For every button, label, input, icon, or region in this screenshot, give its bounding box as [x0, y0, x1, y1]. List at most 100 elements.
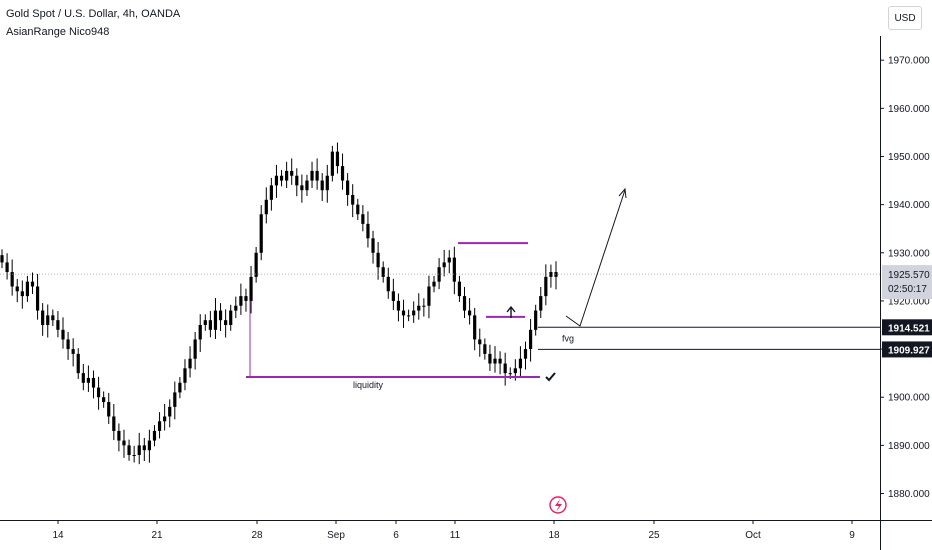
- candle-body: [503, 363, 507, 374]
- candle: [188, 346, 192, 378]
- candle: [0, 249, 4, 269]
- price-tick-label: 1930.000: [888, 248, 930, 259]
- candle: [112, 403, 116, 441]
- price-tick-label: 1950.000: [888, 152, 930, 163]
- price-tick-label: 1920.000: [888, 296, 930, 307]
- candle: [401, 299, 406, 328]
- candle-series: [0, 142, 558, 465]
- candle-body: [432, 281, 436, 287]
- candle-body: [523, 349, 528, 359]
- candle: [300, 174, 304, 203]
- candle: [473, 307, 477, 351]
- candle-body: [381, 267, 385, 277]
- candle-body: [315, 170, 319, 181]
- candle-body: [76, 353, 80, 374]
- candle-body: [178, 382, 182, 393]
- candle-body: [528, 329, 533, 350]
- candle: [168, 399, 172, 428]
- candle-body: [142, 445, 146, 451]
- indicator-name[interactable]: AsianRange Nico948: [6, 26, 110, 38]
- candle-body: [305, 180, 309, 191]
- candle-body: [86, 377, 91, 383]
- candle-body: [513, 368, 517, 374]
- candle: [76, 348, 80, 379]
- price-tick-label: 1890.000: [888, 441, 930, 452]
- candle: [173, 381, 177, 420]
- candle: [290, 158, 294, 185]
- candle-body: [498, 358, 502, 364]
- candle-body: [117, 430, 121, 441]
- candle: [15, 279, 19, 303]
- candle-body: [20, 291, 24, 297]
- candle: [467, 298, 472, 325]
- candle: [407, 309, 411, 322]
- candle: [285, 161, 289, 189]
- candle-body: [137, 445, 141, 455]
- candle-body: [203, 320, 207, 325]
- candle-body: [234, 305, 238, 311]
- price-axis[interactable]: 1880.0001890.0001900.0001910.0001920.000…: [880, 36, 932, 550]
- bar-countdown-label: 02:50:17: [888, 284, 927, 295]
- candle: [503, 352, 507, 386]
- candle: [264, 187, 268, 224]
- candle: [234, 296, 238, 319]
- candle-body: [386, 276, 390, 292]
- candle: [427, 275, 431, 319]
- candle: [442, 249, 446, 277]
- symbol-title: Gold Spot / U.S. Dollar, 4h, OANDA: [6, 8, 181, 20]
- candle: [315, 158, 319, 190]
- candle: [422, 298, 426, 317]
- candle: [417, 293, 421, 320]
- candle: [51, 309, 55, 326]
- candle: [122, 429, 126, 458]
- candle-body: [147, 440, 151, 451]
- candle-body: [264, 199, 268, 215]
- candle-body: [335, 151, 340, 167]
- candle-body: [15, 286, 19, 292]
- candle-body: [157, 421, 162, 431]
- candle-body: [295, 175, 299, 186]
- candle: [137, 432, 141, 465]
- candle-body: [102, 397, 106, 403]
- candle: [534, 304, 538, 336]
- candle-body: [376, 252, 380, 268]
- time-tick-label: 9: [849, 530, 855, 541]
- candle-body: [66, 339, 70, 350]
- candle-body: [447, 257, 451, 263]
- candle: [224, 309, 228, 338]
- time-tick-label: 11: [450, 530, 461, 541]
- time-axis[interactable]: 14 21 28 Sep 6 11 18 25 Oct 9: [0, 520, 932, 541]
- time-tick-label: Sep: [327, 530, 345, 541]
- candle-body: [5, 262, 9, 273]
- candle: [457, 275, 462, 302]
- candle-body: [244, 296, 248, 301]
- candle: [539, 286, 543, 319]
- candle-body: [417, 305, 421, 311]
- candle: [528, 318, 533, 362]
- candle-body: [51, 315, 55, 321]
- candle-body: [300, 185, 304, 191]
- candle-body: [218, 310, 223, 321]
- candle-body: [442, 262, 446, 268]
- candle: [518, 346, 523, 378]
- candle: [30, 272, 35, 294]
- current-price-badge[interactable]: [882, 265, 932, 300]
- candle-body: [91, 377, 96, 388]
- fvg-label: fvg: [562, 333, 574, 343]
- candle-body: [508, 373, 512, 375]
- candle-body: [25, 281, 30, 297]
- candle-body: [371, 238, 375, 253]
- current-price-label: 1925.570: [888, 270, 930, 281]
- currency-button[interactable]: USD: [888, 6, 922, 30]
- price-tick-label: 1900.000: [888, 393, 930, 404]
- candle-body: [229, 310, 233, 325]
- checkmark-icon: [545, 372, 556, 382]
- fvg-lower-price-label-bg[interactable]: [882, 341, 932, 358]
- candle: [127, 439, 131, 461]
- candle: [10, 259, 14, 296]
- candle: [437, 258, 441, 290]
- fvg-upper-price-label-bg[interactable]: [882, 319, 932, 336]
- candle-body: [391, 291, 395, 301]
- candle: [198, 314, 202, 352]
